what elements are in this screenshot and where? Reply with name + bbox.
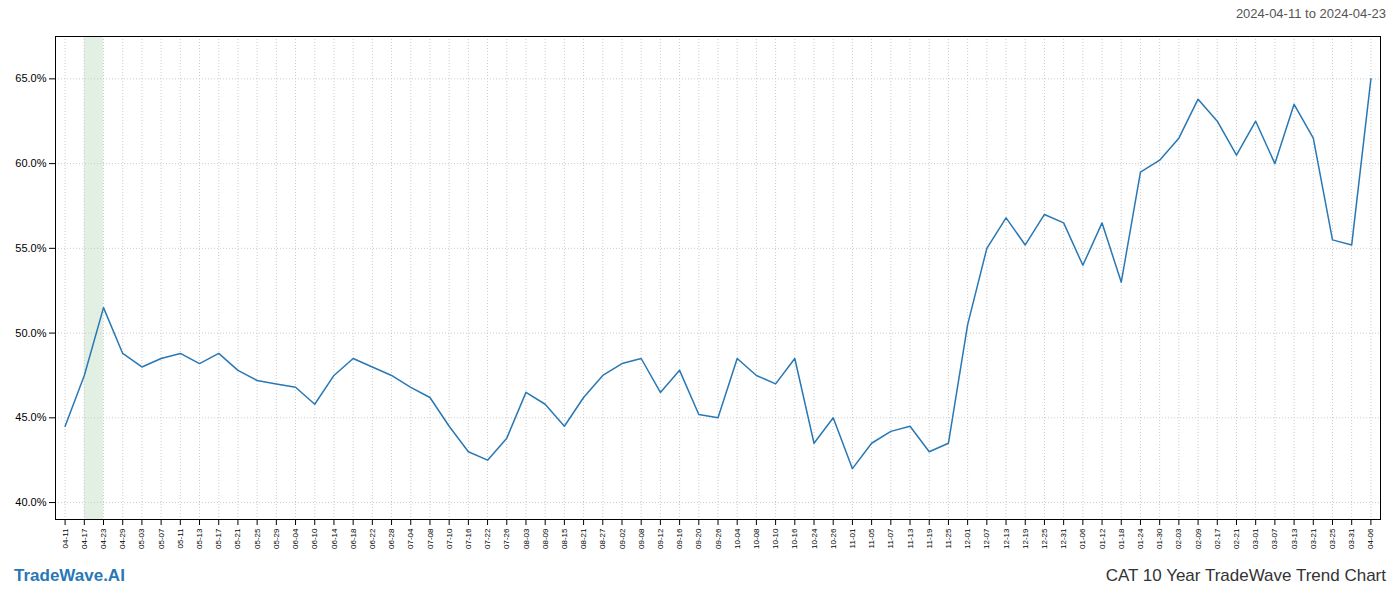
svg-text:05-21: 05-21 [233,528,242,549]
svg-text:07-08: 07-08 [426,528,435,549]
svg-text:08-03: 08-03 [522,528,531,549]
svg-text:04-23: 04-23 [99,528,108,549]
svg-text:10-24: 10-24 [810,528,819,549]
svg-text:05-11: 05-11 [176,528,185,548]
svg-text:08-21: 08-21 [579,528,588,549]
svg-text:06-28: 06-28 [387,528,396,549]
svg-text:01-24: 01-24 [1136,528,1145,549]
svg-text:06-04: 06-04 [291,528,300,549]
svg-text:03-25: 03-25 [1328,528,1337,549]
svg-text:02-03: 02-03 [1174,528,1183,549]
svg-text:09-02: 09-02 [618,528,627,549]
svg-text:60.0%: 60.0% [15,157,46,169]
svg-text:11-01: 11-01 [848,528,857,548]
svg-text:09-16: 09-16 [675,528,684,549]
svg-text:04-17: 04-17 [80,528,89,549]
svg-text:04-11: 04-11 [61,528,70,548]
svg-text:06-22: 06-22 [368,528,377,549]
svg-text:10-08: 10-08 [752,528,761,549]
svg-text:06-10: 06-10 [310,528,319,549]
svg-text:01-30: 01-30 [1155,528,1164,549]
svg-text:07-26: 07-26 [502,528,511,549]
svg-text:05-03: 05-03 [137,528,146,549]
svg-text:07-22: 07-22 [483,528,492,549]
svg-text:05-13: 05-13 [195,528,204,549]
svg-text:05-29: 05-29 [272,528,281,549]
svg-text:03-07: 03-07 [1270,528,1279,549]
svg-text:01-12: 01-12 [1098,528,1107,549]
html-text:TradeWave.AI: TradeWave.AI [14,566,125,585]
svg-text:07-04: 07-04 [406,528,415,549]
svg-text:08-15: 08-15 [560,528,569,549]
svg-text:05-07: 05-07 [157,528,166,549]
svg-text:04-06: 04-06 [1366,528,1375,549]
svg-text:03-21: 03-21 [1309,528,1318,549]
svg-text:09-08: 09-08 [637,528,646,549]
svg-text:05-17: 05-17 [214,528,223,549]
svg-text:06-18: 06-18 [349,528,358,549]
svg-text:02-21: 02-21 [1232,528,1241,549]
svg-text:12-19: 12-19 [1021,528,1030,549]
svg-text:40.0%: 40.0% [15,496,46,508]
svg-text:11-13: 11-13 [906,528,915,548]
svg-text:03-13: 03-13 [1290,528,1299,549]
svg-text:10-16: 10-16 [790,528,799,549]
svg-text:03-31: 03-31 [1347,528,1356,549]
svg-text:45.0%: 45.0% [15,411,46,423]
svg-text:01-18: 01-18 [1117,528,1126,549]
svg-text:09-20: 09-20 [694,528,703,549]
svg-text:01-06: 01-06 [1078,528,1087,549]
svg-text:55.0%: 55.0% [15,242,46,254]
svg-text:10-04: 10-04 [733,528,742,549]
svg-text:12-25: 12-25 [1040,528,1049,549]
svg-text:08-09: 08-09 [541,528,550,549]
svg-text:03-01: 03-01 [1251,528,1260,549]
svg-text:10-26: 10-26 [829,528,838,549]
html-text:2024-04-11 to 2024-04-23: 2024-04-11 to 2024-04-23 [1235,6,1386,21]
svg-text:12-01: 12-01 [963,528,972,549]
svg-text:11-05: 11-05 [867,528,876,548]
svg-text:08-27: 08-27 [598,528,607,549]
svg-text:11-07: 11-07 [886,528,895,548]
svg-text:10-10: 10-10 [771,528,780,549]
svg-text:02-17: 02-17 [1213,528,1222,549]
html-text:CAT 10 Year TradeWave Trend Ch: CAT 10 Year TradeWave Trend Chart [1105,566,1386,585]
svg-text:02-09: 02-09 [1194,528,1203,549]
svg-text:11-25: 11-25 [944,528,953,548]
svg-text:05-25: 05-25 [253,528,262,549]
svg-text:07-16: 07-16 [464,528,473,549]
svg-text:12-13: 12-13 [1002,528,1011,549]
svg-text:04-29: 04-29 [118,528,127,549]
svg-text:50.0%: 50.0% [15,327,46,339]
svg-text:09-26: 09-26 [714,528,723,549]
svg-text:07-10: 07-10 [445,528,454,549]
svg-text:11-19: 11-19 [925,528,934,548]
svg-text:12-07: 12-07 [982,528,991,549]
svg-text:09-12: 09-12 [656,528,665,549]
svg-text:65.0%: 65.0% [15,72,46,84]
svg-text:12-31: 12-31 [1059,528,1068,549]
svg-text:06-14: 06-14 [330,528,339,549]
